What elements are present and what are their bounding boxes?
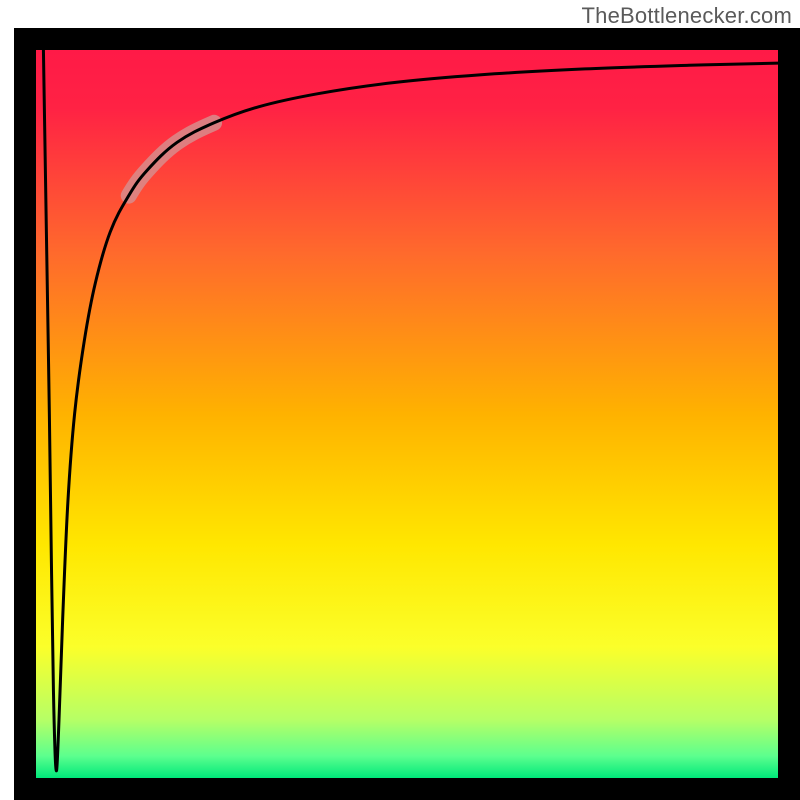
- curve-svg: [36, 50, 778, 778]
- plot-area: [36, 50, 778, 778]
- chart-root: TheBottlenecker.com: [0, 0, 800, 800]
- plot-frame: [14, 28, 800, 800]
- curve-highlight-segment: [129, 123, 214, 196]
- watermark-text: TheBottlenecker.com: [582, 3, 792, 29]
